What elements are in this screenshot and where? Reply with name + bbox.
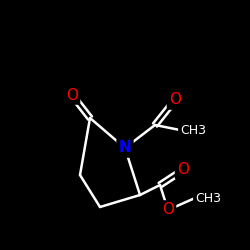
Text: O: O xyxy=(169,92,181,108)
Text: CH3: CH3 xyxy=(195,192,221,204)
Text: O: O xyxy=(177,162,189,178)
Text: N: N xyxy=(119,140,132,156)
Text: O: O xyxy=(66,88,78,102)
Text: O: O xyxy=(162,202,174,218)
Text: CH3: CH3 xyxy=(180,124,206,136)
